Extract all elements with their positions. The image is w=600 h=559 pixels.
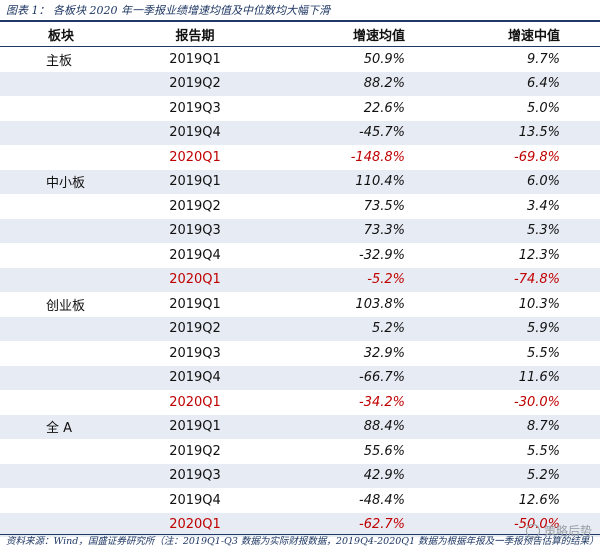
median-cell: 5.3%: [526, 223, 560, 239]
median-cell: -30.0%: [514, 394, 560, 410]
mean-cell: 73.3%: [363, 223, 405, 239]
mean-cell: -48.4%: [359, 492, 405, 508]
header-median: 增速中值: [507, 28, 560, 44]
mean-cell: 50.9%: [363, 51, 405, 67]
median-cell: 5.9%: [526, 321, 560, 337]
period-cell: 2020Q1: [169, 517, 221, 533]
table-row: 2020Q1 -62.7% -50.0%: [0, 512, 600, 537]
median-cell: 5.2%: [526, 468, 560, 484]
figure-title: 图表 1： 各板块 2020 年一季报业绩增速均值及中位数均大幅下滑: [6, 4, 330, 17]
table-row: 2020Q1 -34.2% -30.0%: [0, 390, 600, 415]
period-cell: 2019Q3: [169, 468, 221, 484]
median-cell: 5.5%: [526, 345, 560, 361]
mean-cell: -5.2%: [367, 272, 405, 288]
median-cell: 6.0%: [526, 174, 560, 190]
board-cell: 中小板: [46, 176, 86, 192]
table-header-row: 板块 报告期 增速均值 增速中值: [0, 22, 600, 47]
period-cell: 2019Q4: [169, 247, 221, 263]
board-cell: 全 A: [46, 421, 73, 437]
period-cell: 2019Q2: [169, 198, 221, 214]
table-row: 2019Q3 42.9% 5.2%: [0, 463, 600, 488]
table-row: 2019Q3 73.3% 5.3%: [0, 218, 600, 243]
median-cell: -69.8%: [514, 149, 560, 165]
mean-cell: -148.8%: [350, 149, 405, 165]
median-cell: 5.5%: [526, 443, 560, 459]
median-cell: 13.5%: [518, 125, 560, 141]
period-cell: 2020Q1: [169, 272, 221, 288]
wechat-icon: [525, 523, 540, 538]
mean-cell: 110.4%: [355, 174, 405, 190]
table-row: 2019Q4 -66.7% 11.6%: [0, 365, 600, 390]
median-cell: 3.4%: [526, 198, 560, 214]
table-row: 2019Q4 -48.4% 12.6%: [0, 488, 600, 513]
median-cell: 10.3%: [518, 296, 560, 312]
period-cell: 2019Q4: [169, 370, 221, 386]
period-cell: 2019Q1: [169, 419, 221, 435]
median-cell: 9.7%: [526, 51, 560, 67]
mean-cell: -45.7%: [359, 125, 405, 141]
mean-cell: -62.7%: [359, 517, 405, 533]
table-row: 创业板 2019Q1 103.8% 10.3%: [0, 292, 600, 317]
period-cell: 2019Q3: [169, 345, 221, 361]
table-row: 2019Q3 32.9% 5.5%: [0, 341, 600, 366]
title-divider: [0, 20, 600, 22]
median-cell: 12.6%: [518, 492, 560, 508]
period-cell: 2019Q4: [169, 492, 221, 508]
median-cell: 8.7%: [526, 419, 560, 435]
period-cell: 2019Q2: [169, 443, 221, 459]
mean-cell: 5.2%: [371, 321, 405, 337]
watermark-text: 策略后势: [543, 524, 592, 538]
table-row: 主板 2019Q1 50.9% 9.7%: [0, 47, 600, 72]
table-row: 2019Q4 -32.9% 12.3%: [0, 243, 600, 268]
table-row: 全 A 2019Q1 88.4% 8.7%: [0, 414, 600, 439]
board-cell: 创业板: [46, 298, 86, 314]
median-cell: -74.8%: [514, 272, 560, 288]
table-row: 2019Q3 22.6% 5.0%: [0, 96, 600, 121]
mean-cell: 88.4%: [363, 419, 405, 435]
mean-cell: 22.6%: [363, 100, 405, 116]
table-row: 2020Q1 -5.2% -74.8%: [0, 267, 600, 292]
header-period: 报告期: [175, 28, 215, 44]
period-cell: 2019Q1: [169, 174, 221, 190]
table-row: 2019Q2 88.2% 6.4%: [0, 71, 600, 96]
mean-cell: -34.2%: [359, 394, 405, 410]
source-note: 资料来源：Wind，国盛证券研究所（注：2019Q1-Q3 数据为实际财报数据，…: [6, 536, 599, 547]
mean-cell: 73.5%: [363, 198, 405, 214]
mean-cell: -66.7%: [359, 370, 405, 386]
period-cell: 2019Q1: [169, 51, 221, 67]
footer-divider: [0, 534, 600, 535]
mean-cell: -32.9%: [359, 247, 405, 263]
table-row: 2020Q1 -148.8% -69.8%: [0, 145, 600, 170]
median-cell: 11.6%: [518, 370, 560, 386]
period-cell: 2019Q3: [169, 223, 221, 239]
table-row: 2019Q2 73.5% 3.4%: [0, 194, 600, 219]
table-row: 2019Q2 55.6% 5.5%: [0, 439, 600, 464]
period-cell: 2019Q4: [169, 125, 221, 141]
period-cell: 2019Q3: [169, 100, 221, 116]
period-cell: 2019Q2: [169, 76, 221, 92]
median-cell: 5.0%: [526, 100, 560, 116]
period-cell: 2019Q2: [169, 321, 221, 337]
board-cell: 主板: [46, 53, 73, 69]
mean-cell: 32.9%: [363, 345, 405, 361]
mean-cell: 88.2%: [363, 76, 405, 92]
header-mean: 增速均值: [352, 28, 405, 44]
mean-cell: 55.6%: [363, 443, 405, 459]
mean-cell: 42.9%: [363, 468, 405, 484]
median-cell: 6.4%: [526, 76, 560, 92]
header-board: 板块: [48, 28, 75, 44]
mean-cell: 103.8%: [355, 296, 405, 312]
watermark: 策略后势: [525, 522, 592, 539]
period-cell: 2020Q1: [169, 149, 221, 165]
data-table: 板块 报告期 增速均值 增速中值 主板 2019Q1 50.9% 9.7% 2019Q2…: [0, 22, 600, 537]
table-row: 2019Q2 5.2% 5.9%: [0, 316, 600, 341]
period-cell: 2019Q1: [169, 296, 221, 312]
median-cell: 12.3%: [518, 247, 560, 263]
table-row: 2019Q4 -45.7% 13.5%: [0, 120, 600, 145]
table-row: 中小板 2019Q1 110.4% 6.0%: [0, 169, 600, 194]
period-cell: 2020Q1: [169, 394, 221, 410]
